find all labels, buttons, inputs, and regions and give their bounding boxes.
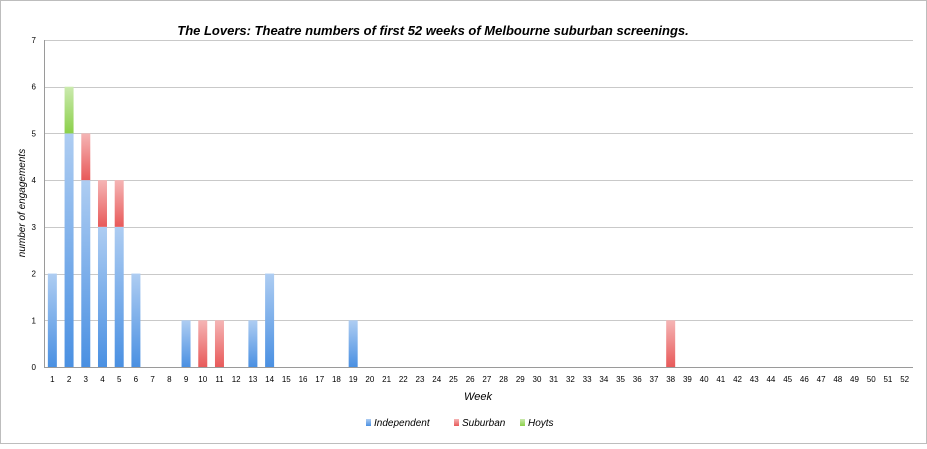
x-tick-label: 41: [716, 375, 725, 384]
x-tick-label: 28: [499, 375, 508, 384]
x-tick-label: 25: [449, 375, 458, 384]
x-tick-label: 5: [117, 375, 122, 384]
x-tick-label: 51: [883, 375, 892, 384]
y-axis-ticks: 0 1 2 3 4 5 6 7: [32, 36, 37, 372]
x-tick-label: 17: [315, 375, 324, 384]
x-tick-label: 3: [84, 375, 89, 384]
y-tick-label: 3: [32, 223, 37, 232]
bar-independent-week-5: [114, 226, 124, 367]
bar-suburban-week-10: [198, 320, 208, 367]
legend-swatch-hoyts: [520, 419, 525, 426]
x-axis-ticks: 1 2 3 4 5 6 7 8 9 10 11 12 13 14 15 16 17 18 19 20 21 22 23 24 2…: [50, 375, 910, 384]
x-tick-label: 44: [766, 375, 775, 384]
legend-swatch-suburban: [454, 419, 459, 426]
x-tick-label: 39: [683, 375, 692, 384]
bar-independent-week-2: [64, 133, 74, 367]
x-axis-label: Week: [464, 391, 492, 403]
x-tick-label: 37: [650, 375, 659, 384]
x-tick-label: 27: [482, 375, 491, 384]
x-tick-label: 49: [850, 375, 859, 384]
x-tick-label: 22: [399, 375, 408, 384]
x-tick-label: 7: [150, 375, 155, 384]
bar-suburban-week-5: [114, 180, 124, 227]
bar-independent-week-13: [248, 320, 258, 367]
x-tick-label: 4: [100, 375, 105, 384]
x-tick-label: 46: [800, 375, 809, 384]
bar-suburban-week-38: [666, 320, 676, 367]
x-tick-label: 23: [416, 375, 425, 384]
bar-independent-week-9: [181, 320, 191, 367]
legend-label-independent: Independent: [374, 418, 431, 429]
x-tick-label: 50: [867, 375, 876, 384]
y-tick-label: 7: [32, 36, 37, 45]
bar-suburban-week-4: [97, 180, 107, 227]
x-tick-label: 33: [583, 375, 592, 384]
x-tick-label: 26: [466, 375, 475, 384]
x-tick-label: 15: [282, 375, 291, 384]
y-tick-label: 4: [32, 176, 37, 185]
x-tick-label: 40: [700, 375, 709, 384]
bar-independent-week-4: [97, 226, 107, 367]
x-tick-label: 47: [817, 375, 826, 384]
x-tick-label: 9: [184, 375, 189, 384]
bar-independent-week-19: [348, 320, 358, 367]
x-tick-label: 29: [516, 375, 525, 384]
x-tick-label: 48: [833, 375, 842, 384]
x-tick-label: 12: [232, 375, 241, 384]
x-tick-label: 43: [750, 375, 759, 384]
y-tick-label: 5: [32, 129, 37, 138]
y-tick-label: 1: [32, 316, 37, 325]
y-axis-label: number of engagements: [17, 149, 28, 257]
legend-label-suburban: Suburban: [462, 418, 506, 429]
bar-suburban-week-3: [81, 133, 91, 181]
x-tick-label: 20: [365, 375, 374, 384]
chart-title: The Lovers: Theatre numbers of first 52 …: [177, 23, 688, 38]
bars: [47, 86, 676, 367]
bar-hoyts-week-2: [64, 86, 74, 134]
bar-independent-week-1: [47, 273, 57, 367]
x-tick-label: 45: [783, 375, 792, 384]
x-tick-label: 21: [382, 375, 391, 384]
x-tick-label: 1: [50, 375, 55, 384]
x-tick-label: 32: [566, 375, 575, 384]
x-tick-label: 10: [198, 375, 207, 384]
x-tick-label: 6: [134, 375, 139, 384]
x-tick-label: 24: [432, 375, 441, 384]
x-tick-label: 52: [900, 375, 909, 384]
x-tick-label: 18: [332, 375, 341, 384]
x-tick-label: 8: [167, 375, 172, 384]
x-tick-label: 36: [633, 375, 642, 384]
x-tick-label: 30: [533, 375, 542, 384]
x-tick-label: 35: [616, 375, 625, 384]
legend-swatch-independent: [366, 419, 371, 426]
legend: Independent Suburban Hoyts: [366, 418, 554, 429]
y-tick-label: 2: [32, 270, 37, 279]
legend-label-hoyts: Hoyts: [528, 418, 554, 429]
x-tick-label: 2: [67, 375, 72, 384]
x-tick-label: 34: [599, 375, 608, 384]
y-tick-label: 6: [32, 83, 37, 92]
y-tick-label: 0: [32, 363, 37, 372]
x-tick-label: 19: [349, 375, 358, 384]
bar-independent-week-14: [265, 273, 275, 367]
x-tick-label: 14: [265, 375, 274, 384]
bar-independent-week-6: [131, 273, 141, 367]
x-tick-label: 13: [248, 375, 257, 384]
x-tick-label: 16: [299, 375, 308, 384]
x-tick-label: 31: [549, 375, 558, 384]
bar-independent-week-3: [81, 180, 91, 367]
x-tick-label: 11: [215, 375, 224, 384]
x-tick-label: 38: [666, 375, 675, 384]
bar-suburban-week-11: [214, 320, 224, 367]
x-tick-label: 42: [733, 375, 742, 384]
